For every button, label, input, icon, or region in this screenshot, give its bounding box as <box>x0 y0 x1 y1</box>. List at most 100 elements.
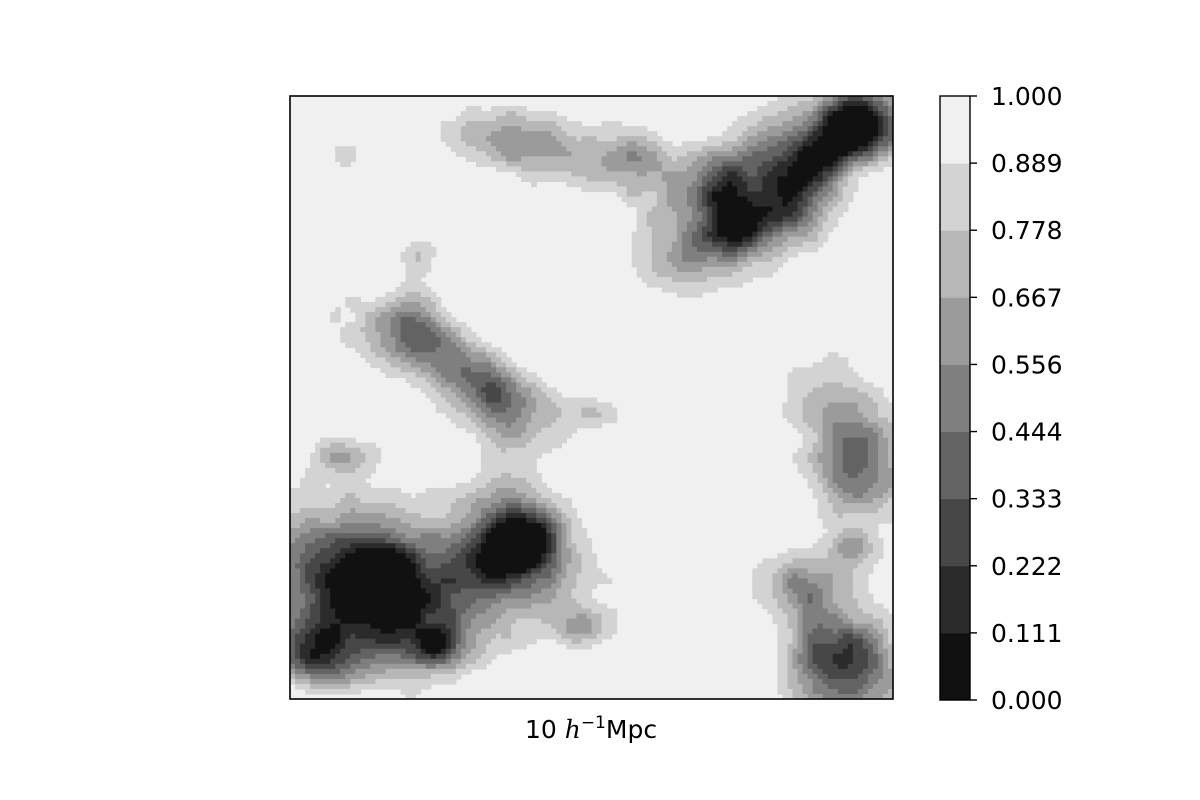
density-contour-cell <box>887 638 893 645</box>
density-contour-cell <box>536 578 557 585</box>
density-contour-cell <box>450 387 462 394</box>
density-contour-cell <box>817 171 824 178</box>
density-contour-cell <box>887 101 893 107</box>
density-contour-cell <box>817 126 824 132</box>
density-contour-cell <box>491 477 527 484</box>
density-contour-cell <box>631 251 653 258</box>
density-contour-cell <box>802 216 814 223</box>
density-contour-cell <box>802 211 809 218</box>
density-contour-cell <box>772 578 784 585</box>
density-contour-cell <box>832 467 844 474</box>
density-contour-cell <box>722 186 738 193</box>
density-contour-cell <box>425 613 457 620</box>
density-contour-cell <box>395 337 402 343</box>
density-contour-cell <box>375 653 402 660</box>
density-contour-cell <box>837 191 844 198</box>
colorbar-tick-label: 0.667 <box>991 283 1063 312</box>
density-contour-cell <box>867 452 879 459</box>
density-contour-cell <box>822 96 834 102</box>
density-contour-cell <box>822 221 839 228</box>
density-contour-cell <box>491 437 532 444</box>
density-contour-cell <box>506 508 522 514</box>
density-contour-cell <box>817 136 874 142</box>
density-contour-cell <box>475 412 487 419</box>
density-contour-cell <box>496 367 507 373</box>
density-contour-cell <box>656 271 733 278</box>
density-contour-cell <box>817 101 824 107</box>
density-contour-cell <box>777 648 789 655</box>
density-contour-cell <box>797 573 834 580</box>
density-contour-cell <box>491 638 537 645</box>
density-contour-cell <box>430 297 442 303</box>
density-contour-cell <box>496 508 507 514</box>
density-contour-cell <box>877 452 889 459</box>
density-contour-cell <box>606 151 628 157</box>
density-contour-cell <box>496 518 507 524</box>
colorbar: 1.0000.8890.7780.6670.5560.4440.3330.222… <box>939 82 1063 715</box>
density-contour-cell <box>762 181 779 188</box>
density-contour-cell <box>807 578 834 585</box>
density-contour-cell <box>435 367 462 373</box>
density-contour-cell <box>882 432 893 439</box>
density-contour-cell <box>496 427 527 434</box>
density-contour-cell <box>511 623 552 630</box>
density-contour-cell <box>777 176 814 183</box>
density-contour-cell <box>295 678 311 685</box>
density-contour-cell <box>822 407 859 414</box>
density-contour-cell <box>636 151 658 157</box>
density-contour-cell <box>807 598 814 605</box>
density-contour-cell <box>360 648 407 655</box>
density-contour-cell <box>465 121 557 127</box>
density-contour-cell <box>475 658 492 665</box>
density-contour-cell <box>315 583 326 590</box>
density-contour-cell <box>807 638 839 645</box>
density-contour-cell <box>485 432 502 439</box>
density-contour-cell <box>822 678 869 685</box>
density-contour-cell <box>521 372 537 379</box>
density-contour-cell <box>460 327 472 333</box>
density-contour-cell <box>712 226 718 233</box>
density-contour-cell <box>832 101 839 107</box>
density-contour-cell <box>345 342 371 348</box>
density-contour-cell <box>475 437 492 444</box>
density-contour-cell <box>812 201 819 208</box>
density-contour-cell <box>531 181 537 188</box>
density-contour-cell <box>692 236 703 243</box>
density-contour-cell <box>827 176 834 183</box>
density-contour-cell <box>420 312 432 318</box>
density-contour-cell <box>330 588 427 595</box>
density-contour-cell <box>817 186 824 193</box>
density-contour-cell <box>887 462 893 469</box>
density-contour-cell <box>792 653 799 660</box>
density-contour-cell <box>797 221 809 228</box>
density-contour-cell <box>842 156 849 162</box>
density-contour-cell <box>877 432 884 439</box>
density-contour-cell <box>792 367 854 373</box>
density-contour-cell <box>822 176 829 183</box>
density-contour-cell <box>787 236 819 243</box>
density-contour-cell <box>455 618 462 625</box>
density-contour-cell <box>782 241 804 248</box>
density-contour-cell <box>531 392 547 399</box>
density-contour-cell <box>671 246 683 253</box>
density-contour-cell <box>531 603 583 610</box>
density-contour-cell <box>566 563 583 569</box>
density-contour-cell <box>676 221 688 228</box>
density-contour-cell <box>425 322 437 328</box>
density-contour-cell <box>832 503 884 509</box>
density-contour-cell <box>450 523 472 529</box>
density-contour-cell <box>686 201 698 208</box>
density-contour-cell <box>867 553 884 559</box>
density-contour-cell <box>777 598 789 605</box>
density-contour-cell <box>521 382 537 389</box>
density-contour-cell <box>707 181 718 188</box>
density-contour-cell <box>556 121 583 127</box>
density-contour-cell <box>475 543 482 549</box>
density-contour-cell <box>305 467 336 474</box>
density-contour-cell <box>877 653 884 660</box>
density-contour-cell <box>596 633 613 640</box>
density-contour-cell <box>455 407 472 414</box>
density-contour-cell <box>777 553 829 559</box>
density-contour-cell <box>290 573 301 580</box>
